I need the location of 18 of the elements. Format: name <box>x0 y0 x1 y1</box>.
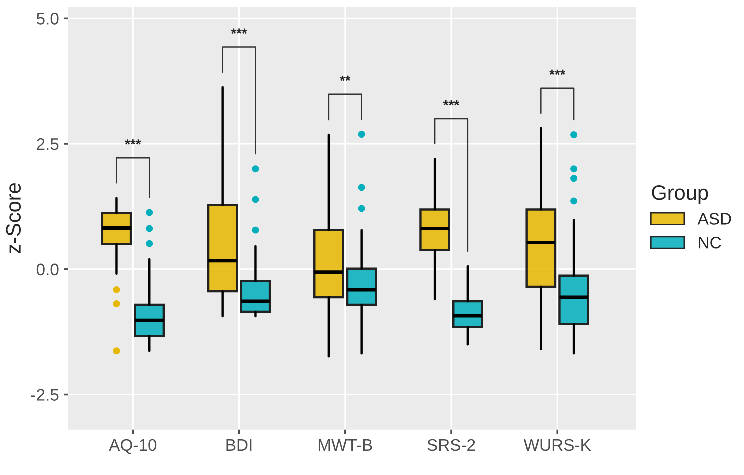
x-tick-label: BDI <box>226 440 252 451</box>
annotation: *** <box>443 100 460 106</box>
y-tick-label: 5.0 <box>36 13 59 25</box>
legend-label: NC <box>699 236 722 249</box>
annotation: *** <box>550 70 566 76</box>
legend-label: ASD <box>698 213 732 225</box>
annotation: *** <box>125 140 142 145</box>
y-axis-title: z-Score <box>6 184 22 254</box>
x-tick-label: SRS-2 <box>428 439 476 452</box>
x-tick-label: AQ-10 <box>109 439 157 454</box>
y-tick-label: 2.5 <box>37 138 59 150</box>
y-tick-label: -2.5 <box>31 389 59 401</box>
x-tick-label: MWT-B <box>318 440 372 451</box>
legend-title: Group <box>652 185 708 204</box>
x-tick-label: WURS-K <box>524 439 592 452</box>
y-tick-label: 0.0 <box>36 264 59 276</box>
annotation: *** <box>231 28 248 34</box>
annotation: ** <box>340 76 351 82</box>
